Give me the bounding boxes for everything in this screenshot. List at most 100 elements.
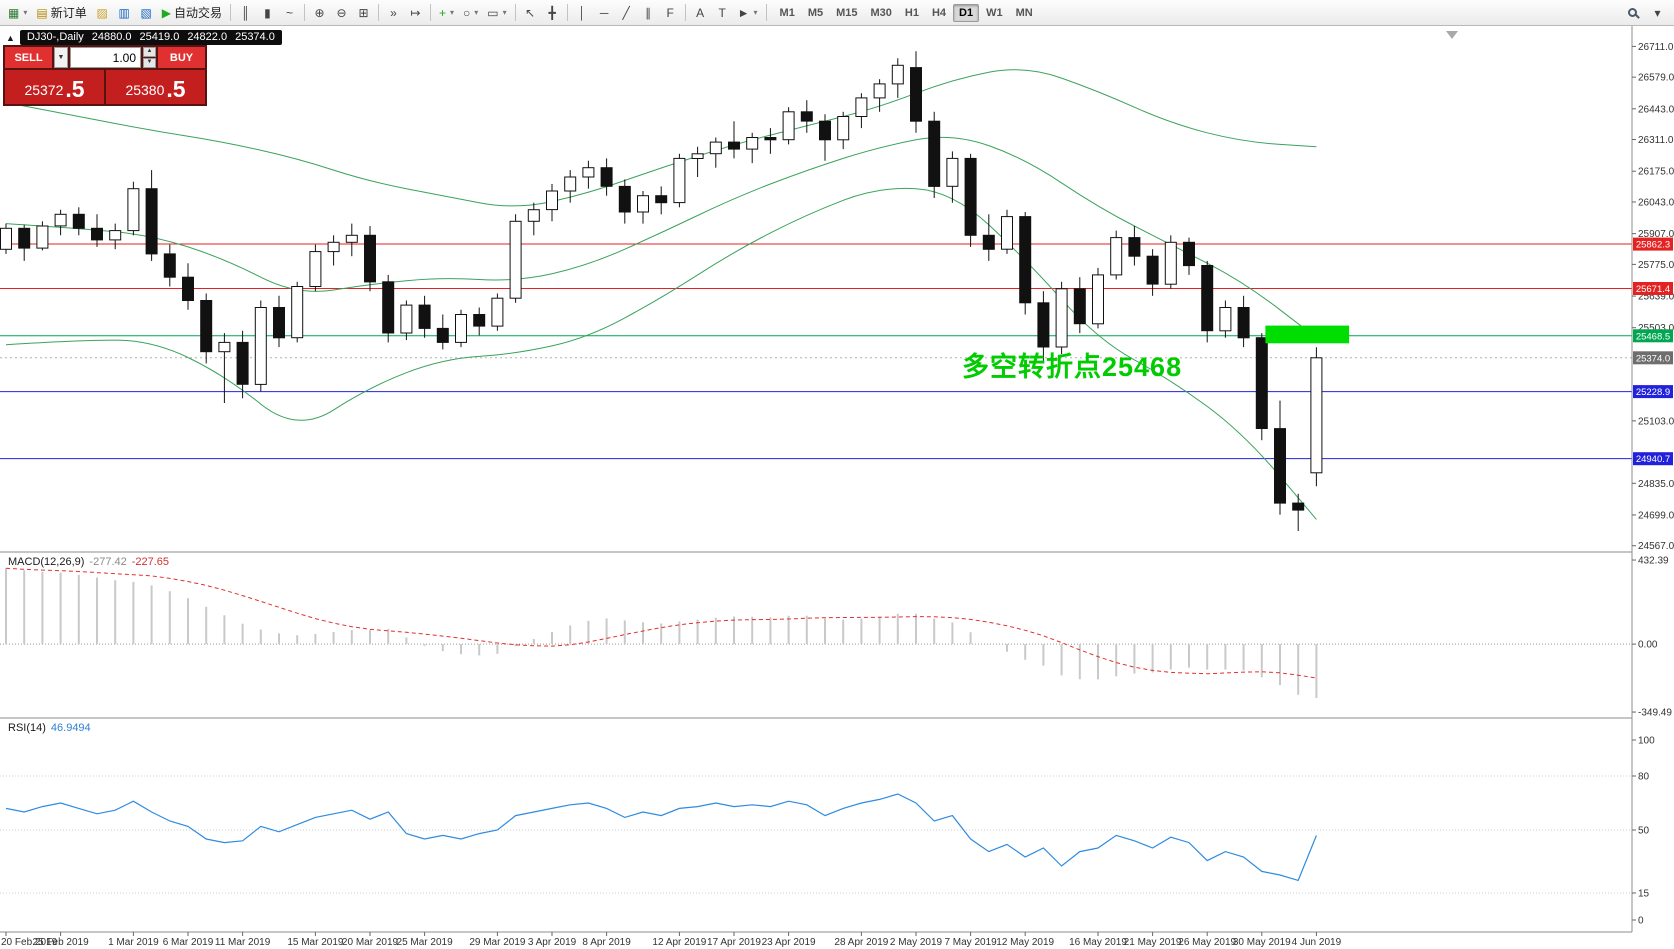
volume-input[interactable] [70,47,141,68]
indicators-icon[interactable]: + ▾ [435,3,458,23]
volume-dropdown[interactable]: ▼ [54,47,68,68]
bar-chart-icon[interactable]: ║ [235,3,256,23]
svg-text:25468.5: 25468.5 [1636,331,1670,342]
rsi-tick-label: 80 [1638,772,1650,783]
price-tick-label: 25907.0 [1638,229,1674,240]
chart-background [0,26,1674,949]
candlestick-chart-icon: ▮ [264,5,271,20]
chart-shift-marker[interactable] [1446,31,1458,39]
open-value: 24880.0 [91,31,132,43]
search-icon[interactable] [1622,3,1643,23]
date-label: 25 Mar 2019 [397,937,454,948]
arrows-icon[interactable]: ► ▾ [734,3,762,23]
fibonacci-icon[interactable]: F [660,3,681,23]
cursor-icon: ↖ [525,5,536,20]
auto-trading-button[interactable]: ▶ 自动交易 [158,3,226,23]
horizontal-line-icon: ─ [599,5,609,20]
svg-text:25374.0: 25374.0 [1636,353,1670,364]
toolbar-more-icon[interactable]: ▾ [1654,5,1661,20]
text-label-icon[interactable]: T [712,3,733,23]
timeframe-W1[interactable]: W1 [986,6,1003,19]
text-icon[interactable]: A [690,3,711,23]
toolbar-separator [303,4,305,21]
candlestick-chart-icon[interactable]: ▮ [257,3,278,23]
line-chart-icon[interactable]: ~ [279,3,300,23]
timeframe-H4[interactable]: H4 [931,6,947,19]
timeframe-M1[interactable]: M1 [779,6,795,19]
timeframe-H1[interactable]: H1 [904,6,919,19]
one-click-trading-panel: SELL ▼ ▲ ▼ BUY 25372 .5 25380 .5 [3,45,207,106]
zoom-out-icon[interactable]: ⊖ [331,3,352,23]
macd-pane [0,567,1632,698]
chevron-down-icon: ▾ [753,8,758,17]
cursor-icon[interactable]: ↖ [520,3,541,23]
timeframe-M5[interactable]: M5 [807,6,824,19]
symbol-ohlc-header: ▲ DJ30-,Daily 24880.0 25419.0 24822.0 25… [6,30,282,45]
data-window-icon[interactable]: ▧ [136,3,157,23]
trendline-icon[interactable]: ╱ [616,3,637,23]
sell-button[interactable]: SELL [5,47,52,68]
highlight-rectangle[interactable] [1265,325,1350,344]
annotation-text[interactable]: 多空转折点25468 [962,352,1183,382]
market-watch-icon[interactable]: ▥ [114,3,135,23]
chart-shift-icon[interactable]: ↦ [405,3,426,23]
timeframe-M15[interactable]: M15 [836,6,858,19]
macd-tick-label: 0.00 [1638,640,1658,651]
date-label: 17 Apr 2019 [707,937,761,948]
rsi-tick-label: 100 [1638,736,1655,747]
periods-icon[interactable]: ○ ▾ [459,3,482,23]
chart-shift-icon: ↦ [410,5,421,20]
profiles-icon: ▨ [96,5,108,20]
macd-name: MACD(12,26,9) [8,556,85,568]
timeframe-M30[interactable]: M30 [870,6,892,19]
date-label: 12 May 2019 [996,937,1054,948]
new-order-button[interactable]: ▤ 新订单 [32,3,90,23]
templates-icon[interactable]: ▭ ▾ [483,3,510,23]
toolbar-separator [514,4,516,21]
vertical-line-icon[interactable]: │ [572,3,593,23]
new-order-icon: ▤ [36,5,48,20]
toolbar-left: ▦ ▾ ▤ 新订单 ▨ ▥ ▧ ▶ 自动交易 ║ ▮ ~ ⊕ ⊖ ⊞» ↦ + ▾ ○ ▾ ▭ ▾ ↖ ╋ │ ─ ╱ ∥ F A T ► ▾ [4,3,770,23]
channel-icon[interactable]: ∥ [638,3,659,23]
profiles-icon[interactable]: ▨ [92,3,113,23]
price-axis[interactable] [1632,26,1674,949]
zoom-in-icon[interactable]: ⊕ [309,3,330,23]
auto-scroll-icon[interactable]: » [383,3,404,23]
volume-up-button[interactable]: ▲ [143,47,156,57]
volume-down-button[interactable]: ▼ [143,58,156,68]
sell-price-button[interactable]: 25372 .5 [5,70,104,104]
buy-price: 25380 [125,82,165,98]
data-window-icon: ▧ [140,5,152,20]
timeframe-D1[interactable]: D1 [953,3,980,22]
toolbar-right: ▾ [1622,3,1670,23]
timeframe-MN[interactable]: MN [1015,6,1033,19]
price-tick-label: 24699.0 [1638,510,1674,521]
price-tick-label: 25775.0 [1638,260,1674,271]
date-label: 12 Apr 2019 [652,937,706,948]
svg-text:24940.7: 24940.7 [1636,454,1670,465]
chart-canvas[interactable]: 26711.0 26579.0 26443.0 26311.0 26175.0 26043… [0,26,1674,949]
magnifier-icon [1628,8,1637,17]
date-label: 3 Apr 2019 [528,937,577,948]
bar-chart-icon: ║ [241,5,250,20]
bollinger-lower-band [5,187,1317,520]
one-click-panel-toggle[interactable]: ▲ [6,32,15,43]
date-label: 4 Jun 2019 [1292,937,1342,948]
svg-text:25228.9: 25228.9 [1636,387,1670,398]
crosshair-icon[interactable]: ╋ [542,3,563,23]
buy-price-button[interactable]: 25380 .5 [106,70,205,104]
date-label: 29 Mar 2019 [469,937,526,948]
date-label: 1 Mar 2019 [108,937,159,948]
rsi-pane [0,775,1632,894]
new-chart-button[interactable]: ▦ ▾ [4,3,31,23]
price-tick-label: 26711.0 [1638,42,1674,53]
tile-windows-icon[interactable]: ⊞ [353,3,374,23]
date-label: 21 May 2019 [1124,937,1182,948]
periods-icon: ○ [463,5,471,20]
macd-label: MACD(12,26,9) -277.42 -227.65 [8,556,169,568]
zoom-out-icon: ⊖ [336,5,347,20]
horizontal-line-icon[interactable]: ─ [594,3,615,23]
buy-button[interactable]: BUY [158,47,205,68]
